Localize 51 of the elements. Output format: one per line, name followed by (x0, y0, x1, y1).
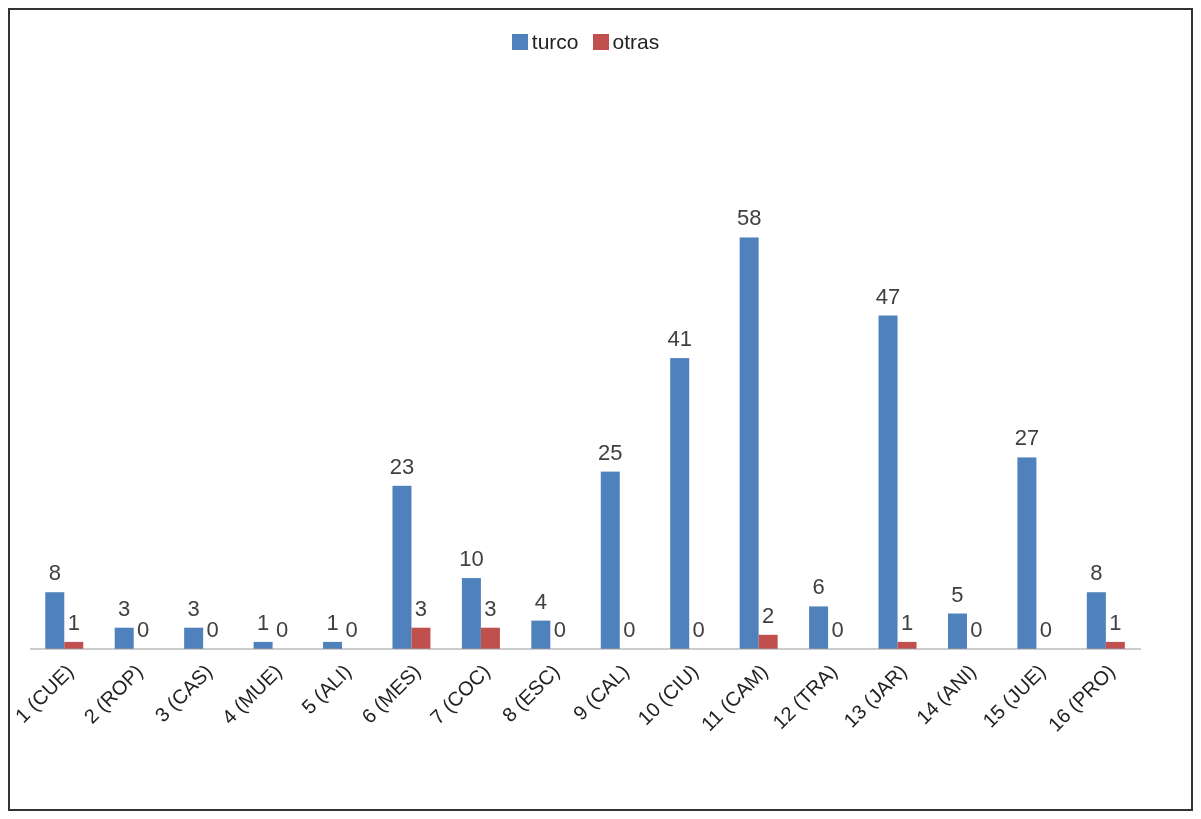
data-label: 0 (831, 617, 844, 642)
data-label: 1 (1109, 609, 1122, 635)
bar (809, 606, 829, 649)
bar (114, 627, 134, 649)
bar (1017, 457, 1037, 649)
data-label: 3 (414, 595, 428, 621)
data-label: 0 (1039, 617, 1053, 642)
data-label: 25 (598, 439, 623, 465)
bar (947, 613, 967, 649)
data-label: 1 (256, 609, 270, 635)
data-label: 0 (970, 617, 983, 642)
bar (878, 315, 898, 649)
bar (411, 627, 431, 649)
bar (392, 485, 412, 649)
data-label: 3 (118, 595, 131, 621)
data-label: 10 (459, 546, 484, 572)
data-label: 0 (275, 617, 289, 642)
data-label: 1 (67, 609, 80, 635)
bar (670, 358, 690, 649)
data-label: 1 (900, 609, 914, 635)
data-label: 0 (623, 617, 636, 642)
data-label: 27 (1014, 425, 1040, 451)
bar (739, 237, 759, 649)
bar (480, 627, 500, 649)
bar (600, 471, 620, 649)
data-label: 0 (553, 617, 566, 642)
data-label: 0 (692, 617, 705, 642)
data-label: 0 (137, 617, 150, 642)
bar (531, 620, 551, 649)
data-label: 2 (762, 602, 775, 628)
data-label: 5 (951, 581, 964, 607)
bar (758, 634, 778, 649)
data-label: 0 (206, 617, 219, 642)
legend-label: otras (612, 30, 660, 54)
data-label: 58 (736, 205, 762, 231)
bar (184, 627, 204, 649)
bar (1086, 592, 1106, 649)
data-label: 3 (484, 595, 497, 621)
data-label: 0 (345, 617, 358, 642)
data-label: 3 (187, 595, 200, 621)
legend-label: turco (531, 30, 579, 54)
data-label: 4 (534, 588, 547, 614)
data-label: 1 (326, 609, 339, 635)
data-label: 23 (389, 453, 415, 479)
data-label: 47 (875, 283, 901, 309)
data-label: 6 (812, 574, 825, 600)
data-label: 8 (48, 560, 61, 586)
bar (461, 578, 481, 649)
data-label: 41 (667, 326, 692, 352)
data-label: 8 (1090, 560, 1103, 586)
bar (45, 592, 65, 649)
